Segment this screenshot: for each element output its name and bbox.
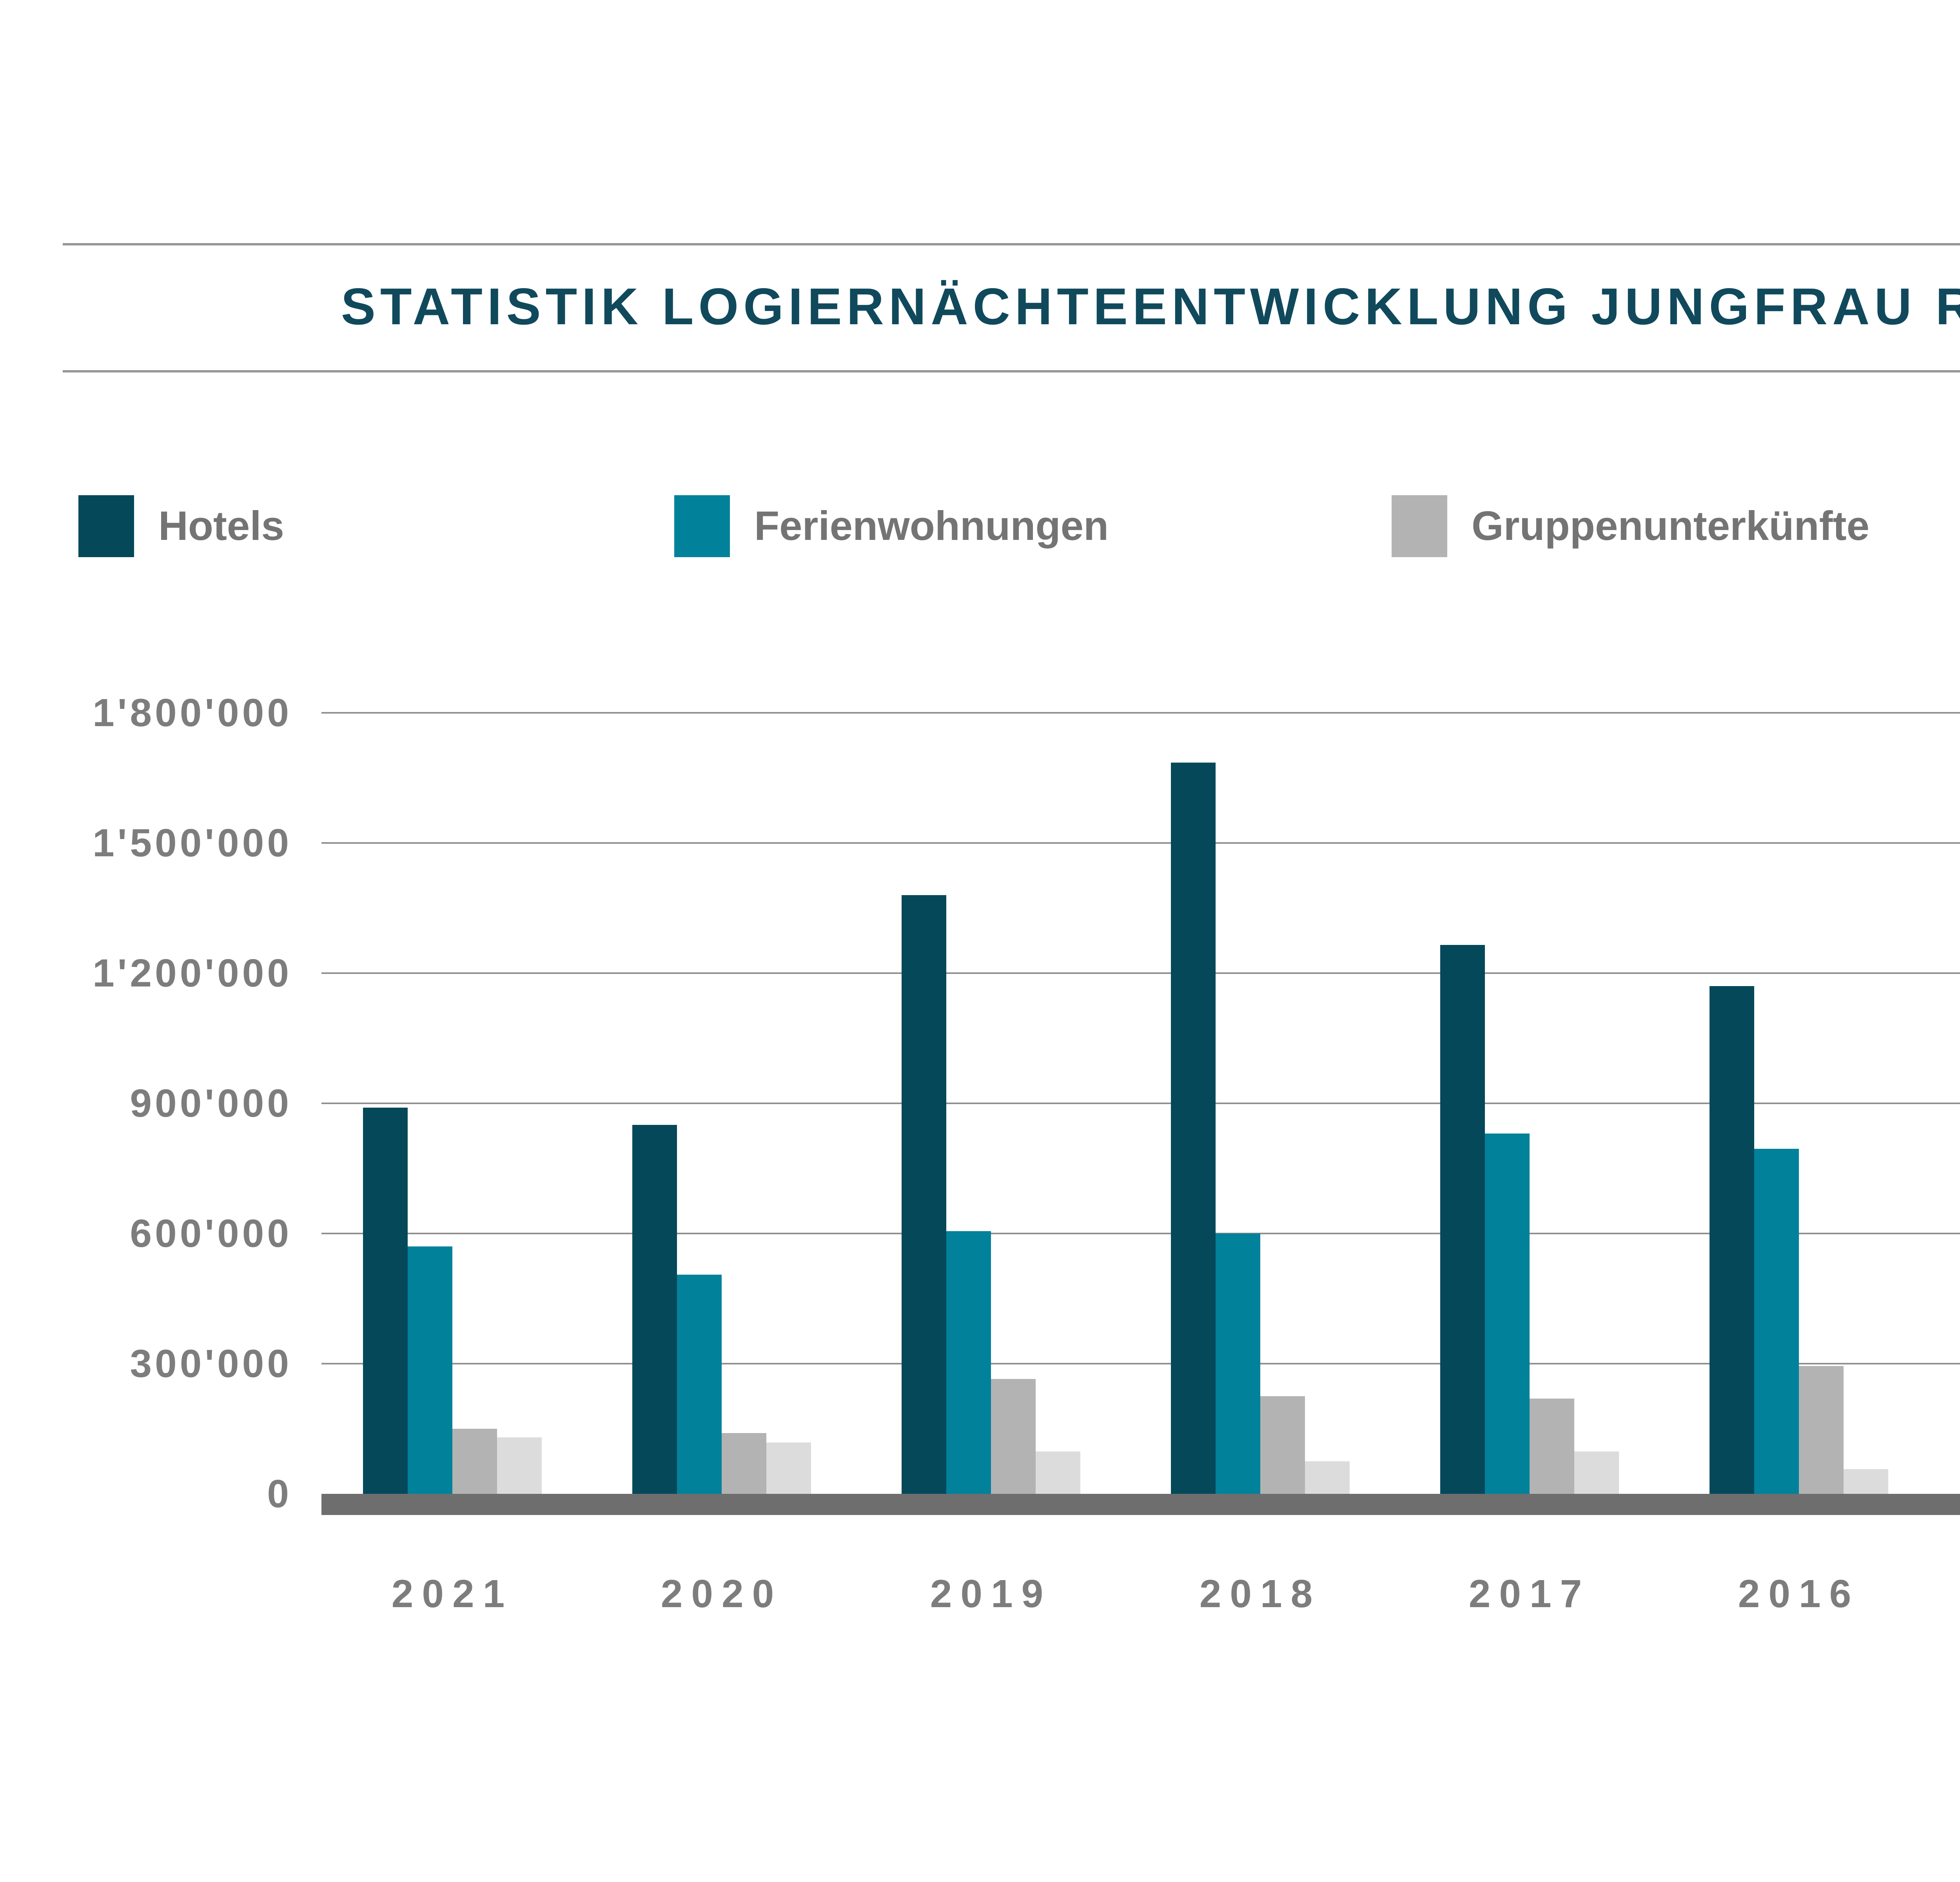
gridline-1200000: [321, 972, 1960, 974]
chart-title: STATISTIK LOGIERNÄCHTEENTWICKLUNG JUNGFR…: [341, 278, 1960, 335]
bar-ferienwohnungen-2018: [1216, 1233, 1260, 1494]
bar-ferienwohnungen-2019: [946, 1231, 991, 1494]
bar-campings-2017: [1574, 1451, 1619, 1494]
y-tick-label-0: 0: [267, 1472, 292, 1516]
y-tick-label-1800000: 1'800'000: [93, 691, 292, 735]
y-tick-label-600000: 600'000: [130, 1212, 292, 1255]
y-tick-label-1500000: 1'500'000: [93, 821, 292, 865]
divider-top: [63, 243, 1960, 245]
bar-ferienwohnungen-2016: [1754, 1149, 1799, 1494]
x-axis-label-2016: 2016: [1738, 1572, 1860, 1616]
x-axis-label-2019: 2019: [930, 1572, 1052, 1616]
bar-hotels-2016: [1710, 986, 1754, 1494]
gridline-900000: [321, 1103, 1960, 1104]
bar-campings-2021: [497, 1437, 542, 1494]
bar-ferienwohnungen-2020: [677, 1275, 722, 1494]
bar-hotels-2018: [1171, 763, 1216, 1494]
x-axis-label-2017: 2017: [1468, 1572, 1591, 1616]
bar-hotels-2021: [363, 1108, 408, 1494]
bar-gruppenunterk-nfte-2020: [722, 1433, 766, 1494]
legend-item-ferienwohnungen: Ferienwohnungen: [674, 495, 1109, 558]
x-axis-label-2018: 2018: [1199, 1572, 1321, 1616]
legend-item-gruppenunterk-nfte: Gruppenunterkünfte: [1392, 495, 1869, 558]
bar-campings-2020: [766, 1442, 811, 1494]
bar-hotels-2019: [902, 895, 946, 1494]
legend-swatch-ferienwohnungen: [674, 495, 730, 557]
x-axis-label-2020: 2020: [661, 1572, 783, 1616]
gridline-300000: [321, 1363, 1960, 1364]
bar-gruppenunterk-nfte-2017: [1530, 1398, 1574, 1494]
y-tick-label-300000: 300'000: [130, 1342, 292, 1386]
bar-gruppenunterk-nfte-2016: [1799, 1366, 1844, 1494]
bar-gruppenunterk-nfte-2021: [452, 1429, 497, 1494]
bar-gruppenunterk-nfte-2019: [991, 1379, 1036, 1494]
gridline-1500000: [321, 842, 1960, 844]
x-axis-line: [321, 1494, 1960, 1515]
gridline-1800000: [321, 712, 1960, 714]
legend-label-hotels: Hotels: [158, 503, 284, 549]
bar-campings-2016: [1844, 1469, 1888, 1494]
bar-hotels-2020: [632, 1125, 677, 1494]
bar-ferienwohnungen-2017: [1485, 1134, 1530, 1494]
legend-item-hotels: Hotels: [78, 495, 284, 558]
bar-gruppenunterk-nfte-2018: [1260, 1396, 1305, 1494]
bar-campings-2019: [1036, 1451, 1080, 1494]
x-axis-label-2021: 2021: [391, 1572, 514, 1616]
y-tick-label-900000: 900'000: [130, 1081, 292, 1125]
gridline-600000: [321, 1233, 1960, 1234]
bar-ferienwohnungen-2021: [408, 1246, 452, 1494]
legend-label-ferienwohnungen: Ferienwohnungen: [754, 503, 1109, 549]
divider-bottom: [63, 370, 1960, 372]
y-tick-label-1200000: 1'200'000: [93, 951, 292, 995]
legend-swatch-hotels: [78, 495, 134, 557]
legend-swatch-gruppenunterk-nfte: [1392, 495, 1447, 557]
bar-campings-2018: [1305, 1461, 1350, 1494]
legend-label-gruppenunterk-nfte: Gruppenunterkünfte: [1472, 503, 1869, 549]
bar-hotels-2017: [1440, 945, 1485, 1494]
